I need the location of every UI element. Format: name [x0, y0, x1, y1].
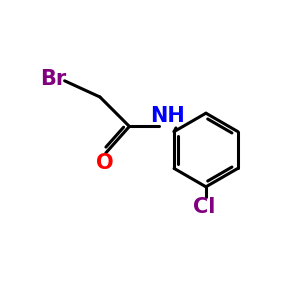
Text: Cl: Cl: [193, 197, 216, 218]
Text: NH: NH: [150, 106, 185, 126]
Text: O: O: [95, 153, 113, 173]
Text: Br: Br: [40, 69, 66, 89]
